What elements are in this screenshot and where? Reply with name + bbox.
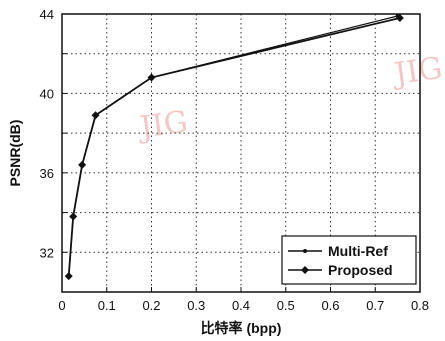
legend-item: Multi-Ref [288, 243, 388, 259]
x-tick-label: 0.4 [232, 298, 250, 313]
data-point-diamond [78, 160, 87, 169]
data-point-diamond [395, 13, 404, 22]
legend: Multi-Ref Proposed [281, 235, 417, 285]
series-line [67, 17, 401, 277]
y-axis-label: PSNR(dB) [7, 120, 23, 187]
axis-ticks: 0 0.1 0.2 0.3 0.4 0.5 0.6 0.7 0.8 32 36 40 44 [40, 7, 430, 313]
x-tick-label: 0.3 [187, 298, 205, 313]
data-point-diamond [64, 272, 73, 281]
watermark-layer: JIG JIG [135, 51, 445, 146]
x-tick-label: 0.5 [277, 298, 295, 313]
x-tick-label: 0.6 [321, 298, 339, 313]
watermark-right: JIG [389, 51, 444, 93]
legend-marker-diamond [301, 266, 309, 274]
data-point-diamond [91, 111, 100, 120]
x-tick-label: 0 [58, 298, 65, 313]
legend-box [281, 235, 417, 285]
y-tick-label: 36 [40, 166, 54, 181]
y-tick-label: 44 [40, 7, 54, 22]
x-axis-label: 比特率 (bpp) [201, 320, 282, 336]
legend-marker-dot [303, 249, 307, 253]
x-tick-label: 0.8 [411, 298, 429, 313]
data-point-diamond [69, 212, 78, 221]
legend-label: Multi-Ref [328, 243, 388, 259]
y-tick-label: 40 [40, 86, 54, 101]
data-point-diamond [147, 73, 156, 82]
series-proposed [64, 13, 404, 281]
legend-item: Proposed [288, 262, 393, 278]
grid-lines [62, 14, 420, 292]
y-tick-label: 32 [40, 245, 54, 260]
x-tick-label: 0.1 [98, 298, 116, 313]
legend-label: Proposed [328, 262, 393, 278]
x-tick-label: 0.7 [366, 298, 384, 313]
series-layer [64, 13, 404, 281]
x-tick-label: 0.2 [142, 298, 160, 313]
watermark-left: JIG [135, 104, 190, 146]
legend-items: Multi-Ref Proposed [288, 243, 393, 278]
